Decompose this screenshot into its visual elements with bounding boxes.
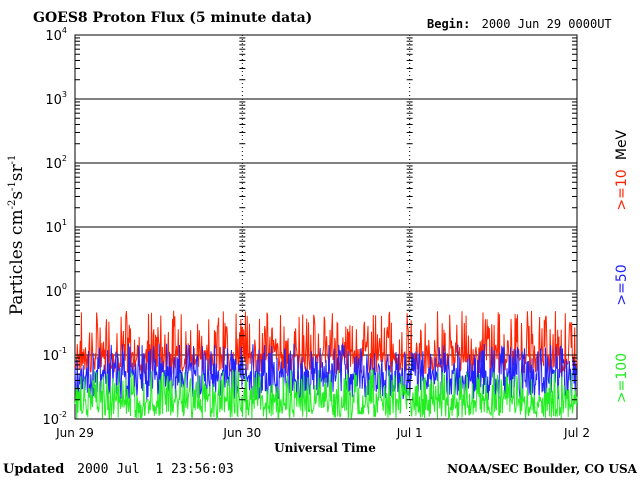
- legend-series-50mev: >=50: [614, 264, 630, 305]
- updated-value: 2000 Jul 1 23:56:03: [77, 462, 234, 477]
- x-tick-label: Jul 2: [563, 426, 590, 440]
- legend-series-100mev: >=100: [614, 353, 630, 403]
- series-line-100mev: [74, 369, 578, 421]
- x-tick-label: Jul 1: [396, 426, 423, 440]
- y-axis-label-exp2: -1: [7, 181, 18, 191]
- x-axis-label: Universal Time: [274, 441, 376, 455]
- y-tick-base: 10: [45, 93, 62, 108]
- y-axis-label-exp1: -2: [7, 200, 18, 210]
- y-axis-label: Particles cm-2s-1sr-1: [7, 155, 27, 316]
- begin-label-text: Begin:: [427, 17, 470, 31]
- y-tick-exponent: 1: [62, 218, 67, 227]
- legend-series-10mev: >=10: [614, 169, 630, 210]
- legend: MeV >=10 >=50 >=100: [614, 129, 630, 403]
- y-tick-label: 101: [45, 218, 67, 236]
- y-axis-label-base: Particles cm: [7, 209, 27, 315]
- y-tick-exponent: 0: [62, 282, 67, 291]
- y-tick-label: 10-1: [42, 346, 67, 364]
- y-tick-label: 10-2: [42, 410, 67, 428]
- y-tick-base: 10: [45, 221, 62, 236]
- x-tick-label: Jun 30: [222, 426, 261, 440]
- source-credit: NOAA/SEC Boulder, CO USA: [447, 462, 638, 476]
- x-tick-label: Jun 29: [55, 426, 94, 440]
- y-tick-base: 10: [42, 349, 59, 364]
- y-tick-base: 10: [42, 413, 59, 428]
- ticks-layer: [75, 34, 577, 420]
- y-tick-label: 103: [45, 90, 67, 108]
- chart-title: GOES8 Proton Flux (5 minute data): [33, 10, 312, 26]
- y-tick-label: 102: [45, 154, 67, 172]
- y-tick-label: 100: [45, 282, 67, 300]
- y-tick-base: 10: [45, 29, 62, 44]
- y-tick-exponent: 4: [62, 26, 67, 35]
- updated-label: Updated: [3, 462, 64, 477]
- y-axis-label-exp3: -1: [7, 155, 18, 165]
- y-tick-exponent: -2: [59, 410, 67, 419]
- x-tick-labels: Jun 29 Jun 30 Jul 1 Jul 2: [55, 426, 590, 440]
- y-tick-exponent: 3: [62, 90, 67, 99]
- y-axis-label-mid1: s: [7, 191, 27, 200]
- begin-value: 2000 Jun 29 0000UT: [482, 17, 612, 31]
- y-axis-label-mid2: sr: [7, 163, 27, 181]
- updated-line: Updated 2000 Jul 1 23:56:03: [3, 462, 234, 477]
- y-tick-label: 104: [45, 26, 67, 44]
- y-tick-exponent: 2: [62, 154, 67, 163]
- begin-label: Begin: 2000 Jun 29 0000UT: [427, 17, 612, 31]
- y-tick-base: 10: [45, 157, 62, 172]
- y-tick-exponent: -1: [59, 346, 67, 355]
- series-layer: [74, 310, 578, 421]
- y-tick-base: 10: [45, 285, 62, 300]
- legend-unit: MeV: [614, 129, 630, 160]
